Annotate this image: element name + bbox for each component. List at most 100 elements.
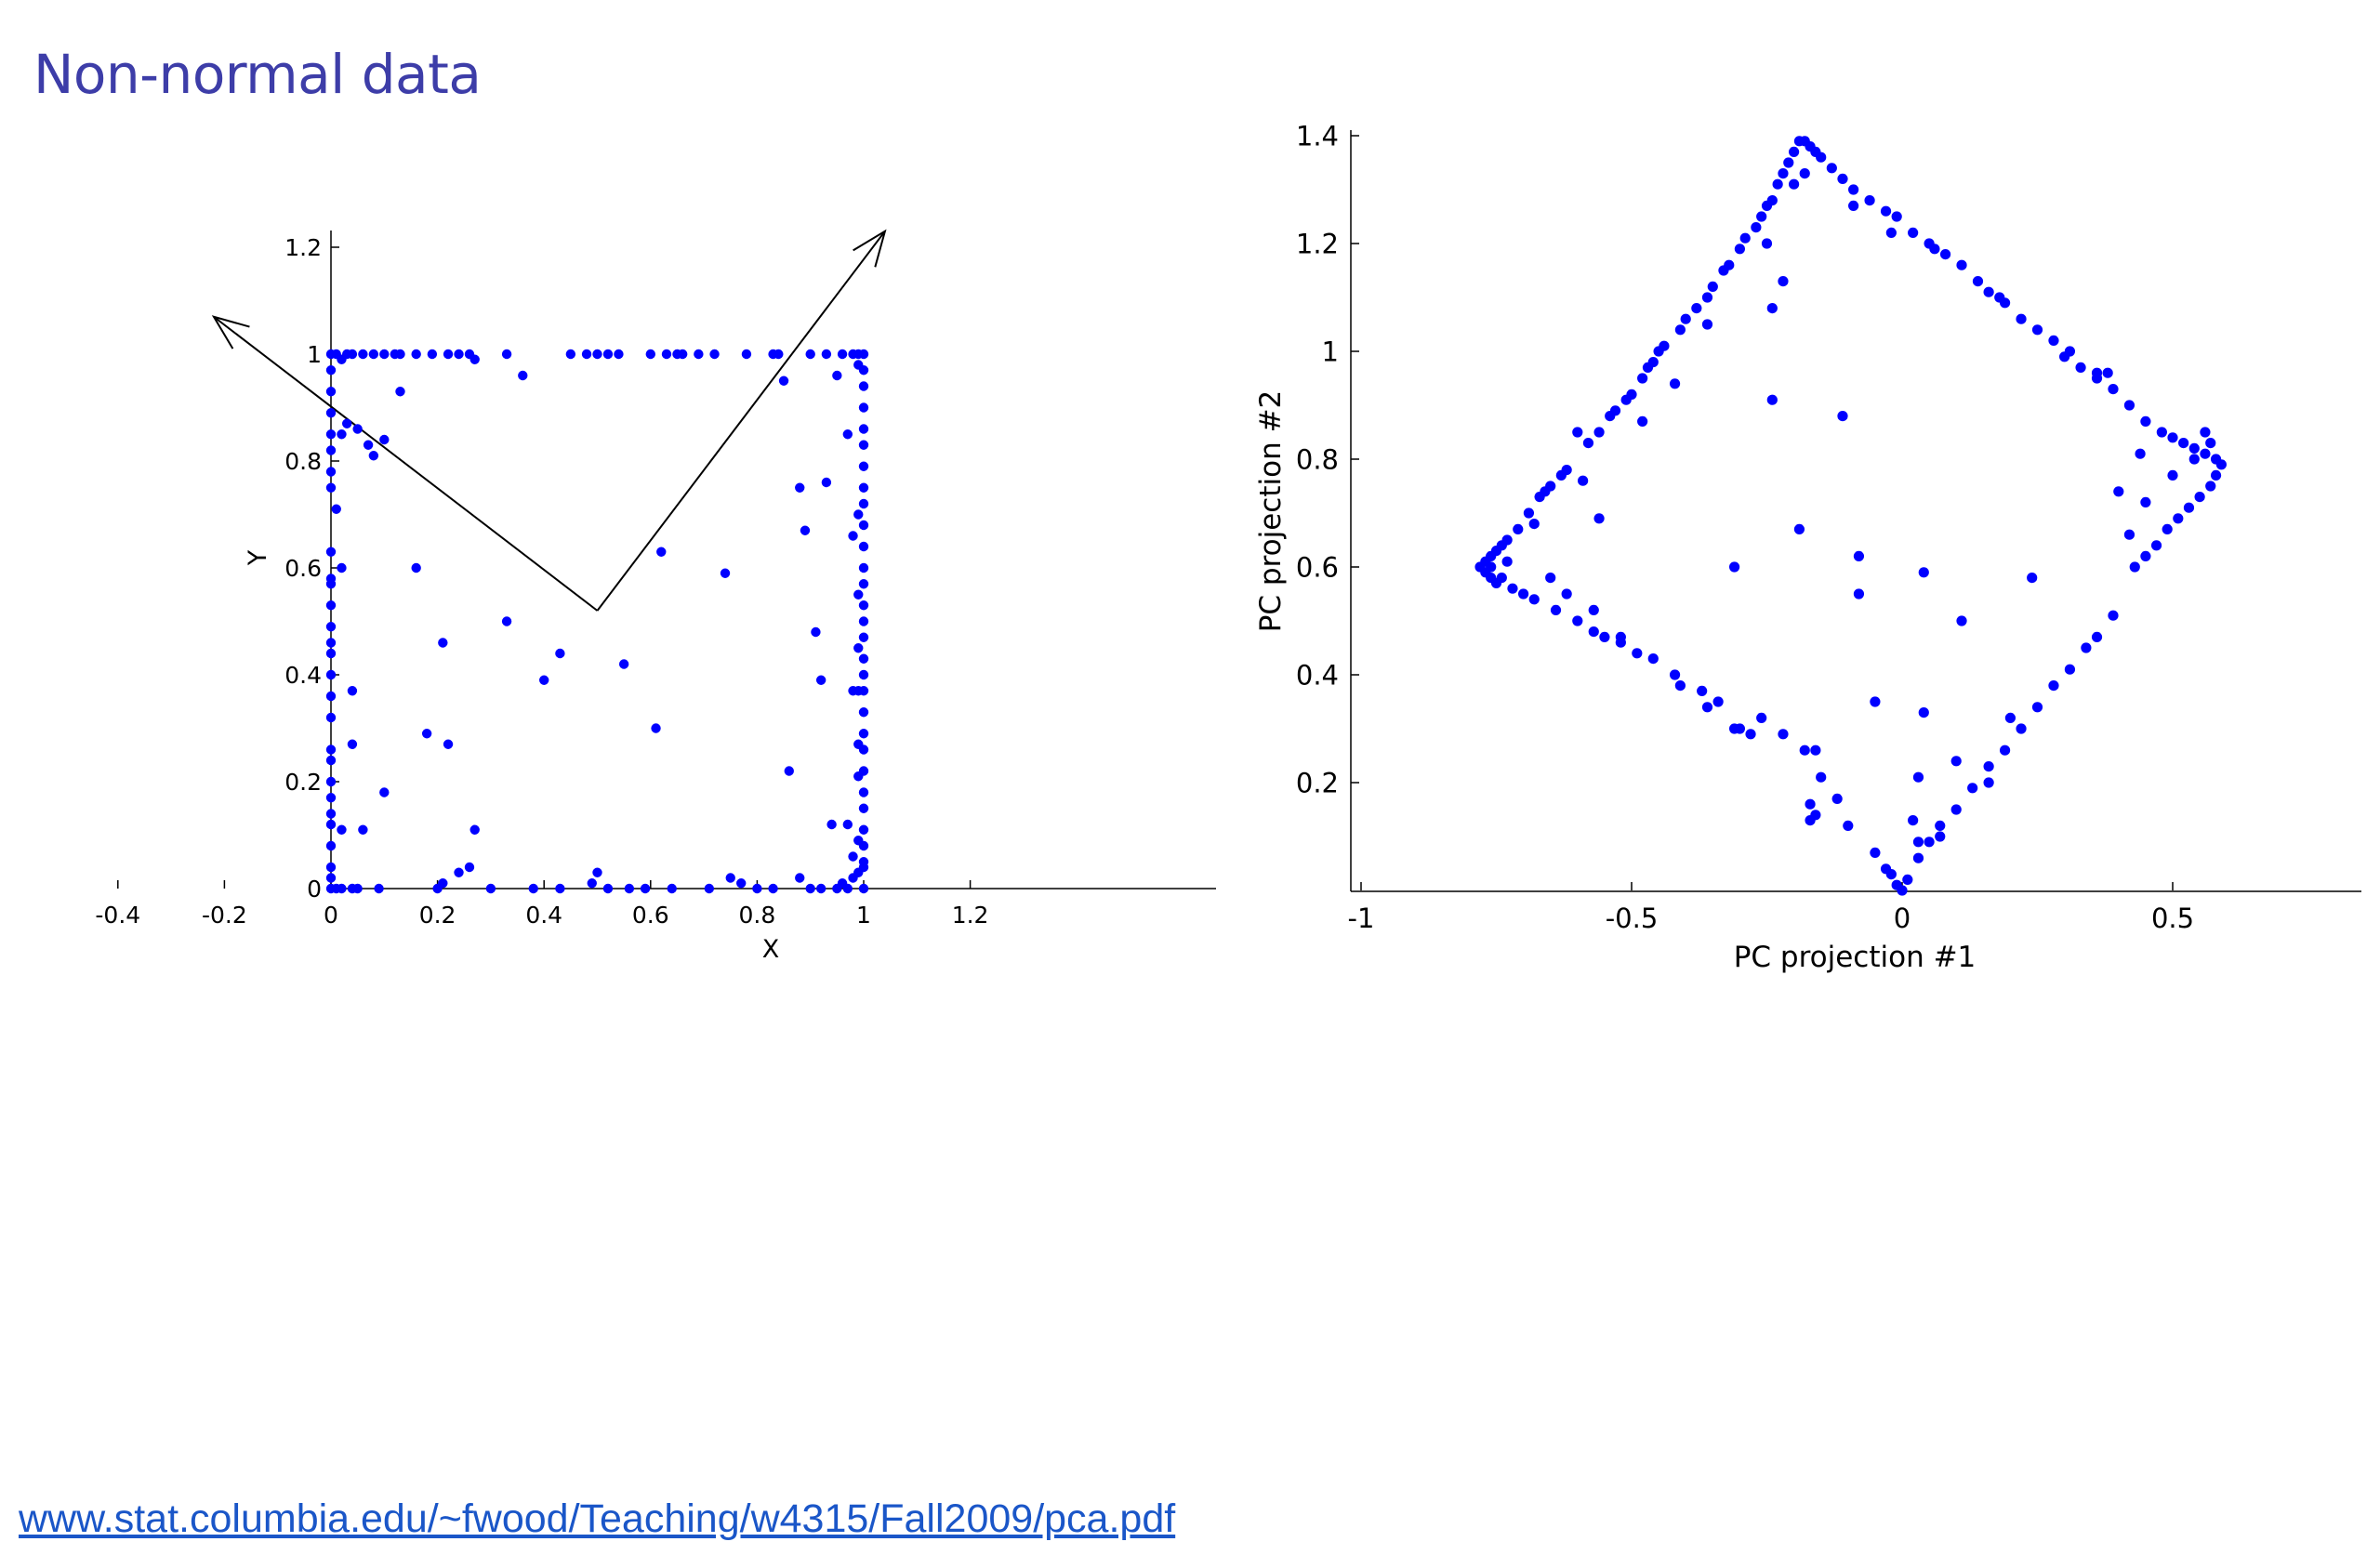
left-y-axis-label: Y (244, 549, 272, 566)
right-data-point (1778, 729, 1789, 740)
right-data-point (1480, 556, 1491, 567)
right-data-point (2167, 432, 2178, 443)
right-data-point (1745, 729, 1756, 740)
left-data-point (358, 824, 368, 835)
right-data-point (1756, 712, 1767, 724)
right-data-point (1929, 244, 1940, 255)
left-data-point (858, 349, 869, 360)
right-data-point (1501, 556, 1513, 567)
left-data-point (614, 349, 624, 360)
left-data-point (501, 349, 512, 360)
right-x-tick-label: -0.5 (1606, 903, 1659, 934)
right-data-point (1805, 141, 1816, 152)
left-data-point (811, 626, 821, 638)
left-data-point (325, 429, 337, 440)
arrowhead-2 (853, 229, 887, 268)
right-data-point (1870, 696, 1881, 707)
left-data-point (337, 429, 347, 440)
right-data-point (2123, 529, 2135, 540)
left-data-point (454, 867, 464, 877)
right-x-tick-label: -1 (1348, 903, 1375, 934)
left-scatter-plot: -0.4 -0.2 0 0.2 0.4 0.6 0.8 1 1.2 0 0.2 0.4 0.6 0.8 1 1… (95, 229, 1216, 964)
left-data-point (848, 851, 858, 862)
left-x-axis-label: X (762, 935, 780, 964)
right-data-point (1572, 615, 1583, 626)
left-data-point (858, 402, 869, 413)
right-data-point (1810, 146, 1821, 157)
left-data-point (325, 648, 337, 659)
right-data-point (1561, 588, 1572, 600)
left-data-point (774, 349, 784, 360)
right-data-point (1605, 411, 1616, 422)
right-data-point (1712, 696, 1724, 707)
right-y-tick-label: 1 (1322, 336, 1339, 367)
left-x-tick-label: 0.6 (632, 902, 669, 929)
left-data-point (624, 883, 635, 894)
right-data-point (1999, 745, 2011, 756)
right-data-point (2091, 631, 2103, 643)
right-data-point (1789, 178, 1800, 190)
right-data-point (1486, 573, 1497, 584)
left-data-point (853, 360, 864, 370)
left-data-point (363, 440, 374, 450)
left-data-point (427, 349, 438, 360)
left-data-point (858, 440, 869, 450)
right-data-point (1918, 707, 1929, 718)
right-data-point (2200, 448, 2211, 459)
right-data-point (1956, 615, 1967, 626)
left-data-point (858, 498, 869, 509)
right-data-point (1490, 577, 1502, 589)
left-data-point (778, 376, 789, 386)
right-data-point (1518, 588, 1529, 600)
right-data-point (1490, 546, 1502, 557)
right-data-point (1956, 259, 1967, 270)
left-data-point (337, 883, 347, 894)
right-data-point (1880, 863, 1892, 875)
left-data-point (842, 819, 853, 830)
right-data-point (2091, 367, 2103, 378)
left-data-point (438, 638, 448, 648)
left-data-point (325, 408, 337, 418)
right-plot-points (1474, 136, 2227, 896)
left-data-point (411, 349, 421, 360)
source-link[interactable]: www.stat.columbia.edu/~fwood/Teaching/w4… (19, 1496, 1176, 1541)
right-data-point (1843, 820, 1854, 832)
right-data-point (1912, 852, 1924, 863)
left-data-point (347, 349, 358, 360)
left-data-point (325, 579, 337, 589)
right-data-point (1632, 648, 1643, 659)
right-data-point (1626, 389, 1637, 400)
left-data-point (858, 520, 869, 531)
left-data-point (325, 793, 337, 803)
right-y-tick-label: 1.2 (1296, 228, 1339, 259)
left-data-point (325, 691, 337, 702)
left-data-point (464, 862, 475, 873)
right-x-tick-label: 0 (1894, 903, 1911, 934)
left-data-point (325, 862, 337, 873)
right-data-point (1837, 411, 1848, 422)
right-data-point (2135, 448, 2146, 459)
right-data-point (1924, 837, 1935, 848)
right-y-tick-label: 0.8 (1296, 443, 1339, 475)
right-data-point (1615, 631, 1626, 643)
right-data-point (1674, 680, 1686, 692)
right-data-point (1609, 405, 1621, 416)
right-y-tick-label: 1.4 (1296, 120, 1339, 152)
right-data-point (2075, 362, 2086, 373)
right-data-point (1528, 519, 1540, 530)
left-data-point (720, 568, 731, 578)
left-data-point (858, 787, 869, 797)
right-data-point (1935, 831, 1946, 842)
left-data-point (858, 482, 869, 493)
right-data-point (1816, 771, 1827, 783)
left-data-point (826, 819, 837, 830)
left-data-point (784, 766, 794, 776)
right-data-point (1680, 313, 1691, 324)
right-data-point (1880, 205, 1892, 217)
left-data-point (368, 451, 379, 461)
right-data-point (1593, 427, 1605, 438)
right-data-point (2210, 469, 2222, 481)
right-data-point (1761, 238, 1773, 249)
left-data-point (325, 547, 337, 557)
right-data-point (1994, 292, 2005, 303)
